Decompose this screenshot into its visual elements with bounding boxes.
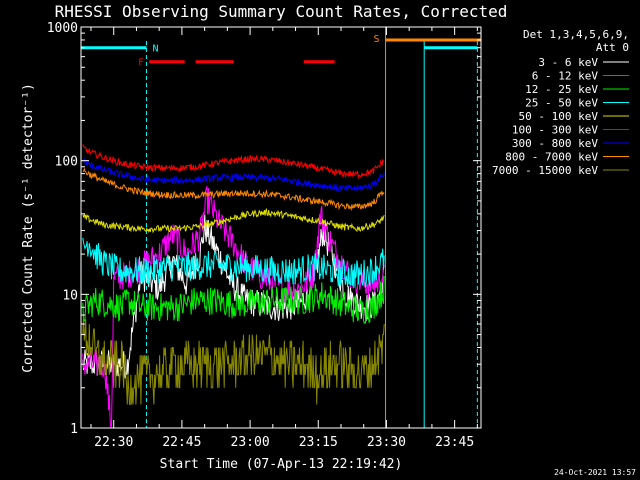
series-line-3 [82, 237, 385, 288]
flare-marker-label: F [138, 58, 144, 69]
y-tick-label-2: 100 [55, 155, 78, 170]
series-line-8 [82, 314, 385, 405]
legend-label-6: 300 - 800 keV [512, 137, 598, 150]
series-line-6 [82, 157, 385, 193]
y-tick-label-1: 10 [62, 288, 78, 303]
data-series [82, 144, 385, 428]
legend-label-2: 12 - 25 keV [525, 83, 598, 96]
x-tick-label-4: 23:30 [367, 435, 406, 450]
series-line-1 [82, 186, 385, 428]
legend-header-line-1: Det 1,3,4,5,6,9, [523, 28, 629, 41]
legend-header-line-2: Att 0 [596, 41, 629, 54]
y-axis-label: Corrected Count Rate (s⁻¹ detector⁻¹) [21, 83, 36, 373]
x-tick-label-0: 22:30 [94, 435, 133, 450]
x-tick-label-2: 23:00 [231, 435, 270, 450]
axis-ticks: 22:30 22:45 23:00 23:15 23:30 23:45 1 10 100 1000 [47, 21, 481, 450]
legend-label-7: 800 - 7000 keV [505, 151, 598, 164]
series-line-5 [82, 144, 385, 180]
y-tick-label-3: 1000 [47, 21, 78, 36]
plot-frame [80, 26, 482, 429]
x-tick-label-1: 22:45 [162, 435, 201, 450]
legend-label-8: 7000 - 15000 keV [492, 164, 598, 177]
legend-label-3: 25 - 50 keV [525, 97, 598, 110]
x-tick-label-3: 23:15 [299, 435, 338, 450]
chart-title: RHESSI Observing Summary Count Rates, Co… [55, 2, 508, 21]
saa-marker-label: S [374, 34, 380, 45]
legend-label-4: 50 - 100 keV [519, 110, 599, 123]
x-axis-label: Start Time (07-Apr-13 22:19:42) [160, 457, 403, 472]
legend-label-1: 6 - 12 keV [532, 70, 599, 83]
x-tick-label-5: 23:45 [435, 435, 474, 450]
series-line-4 [82, 207, 385, 234]
y-tick-label-0: 1 [70, 422, 78, 437]
night-marker-label: N [152, 44, 158, 55]
series-line-7 [82, 167, 385, 212]
legend-label-0: 3 - 6 keV [538, 56, 598, 69]
generated-timestamp: 24-Oct-2021 13:57 [554, 468, 636, 477]
legend-label-5: 100 - 300 keV [512, 124, 598, 137]
series-line-2 [82, 275, 385, 325]
